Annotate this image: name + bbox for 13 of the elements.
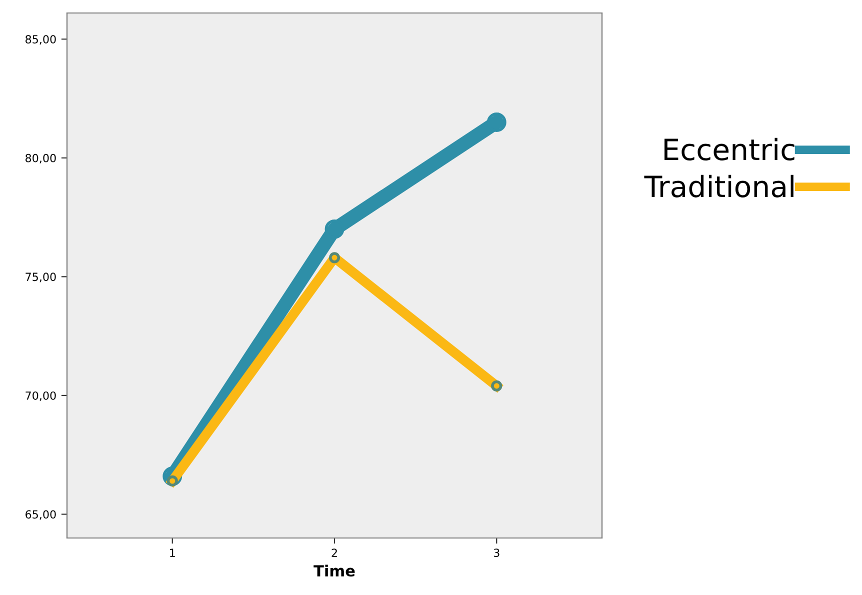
y-tick-label: 80,00 — [26, 154, 56, 164]
x-axis-title: Time — [314, 564, 355, 577]
point — [324, 219, 344, 239]
y-tick-label: 65,00 — [26, 510, 56, 520]
point — [486, 112, 506, 132]
y-tick-label: 70,00 — [26, 391, 56, 401]
y-tick-label: 75,00 — [26, 272, 56, 282]
legend-label: Eccentric — [664, 138, 794, 160]
x-tick-label: 3 — [494, 548, 500, 558]
legend-label: Traditional — [644, 174, 794, 198]
x-tick-label: 2 — [332, 548, 337, 557]
x-tick-label: 1 — [170, 548, 175, 557]
y-tick-label: 85,00 — [26, 35, 56, 45]
